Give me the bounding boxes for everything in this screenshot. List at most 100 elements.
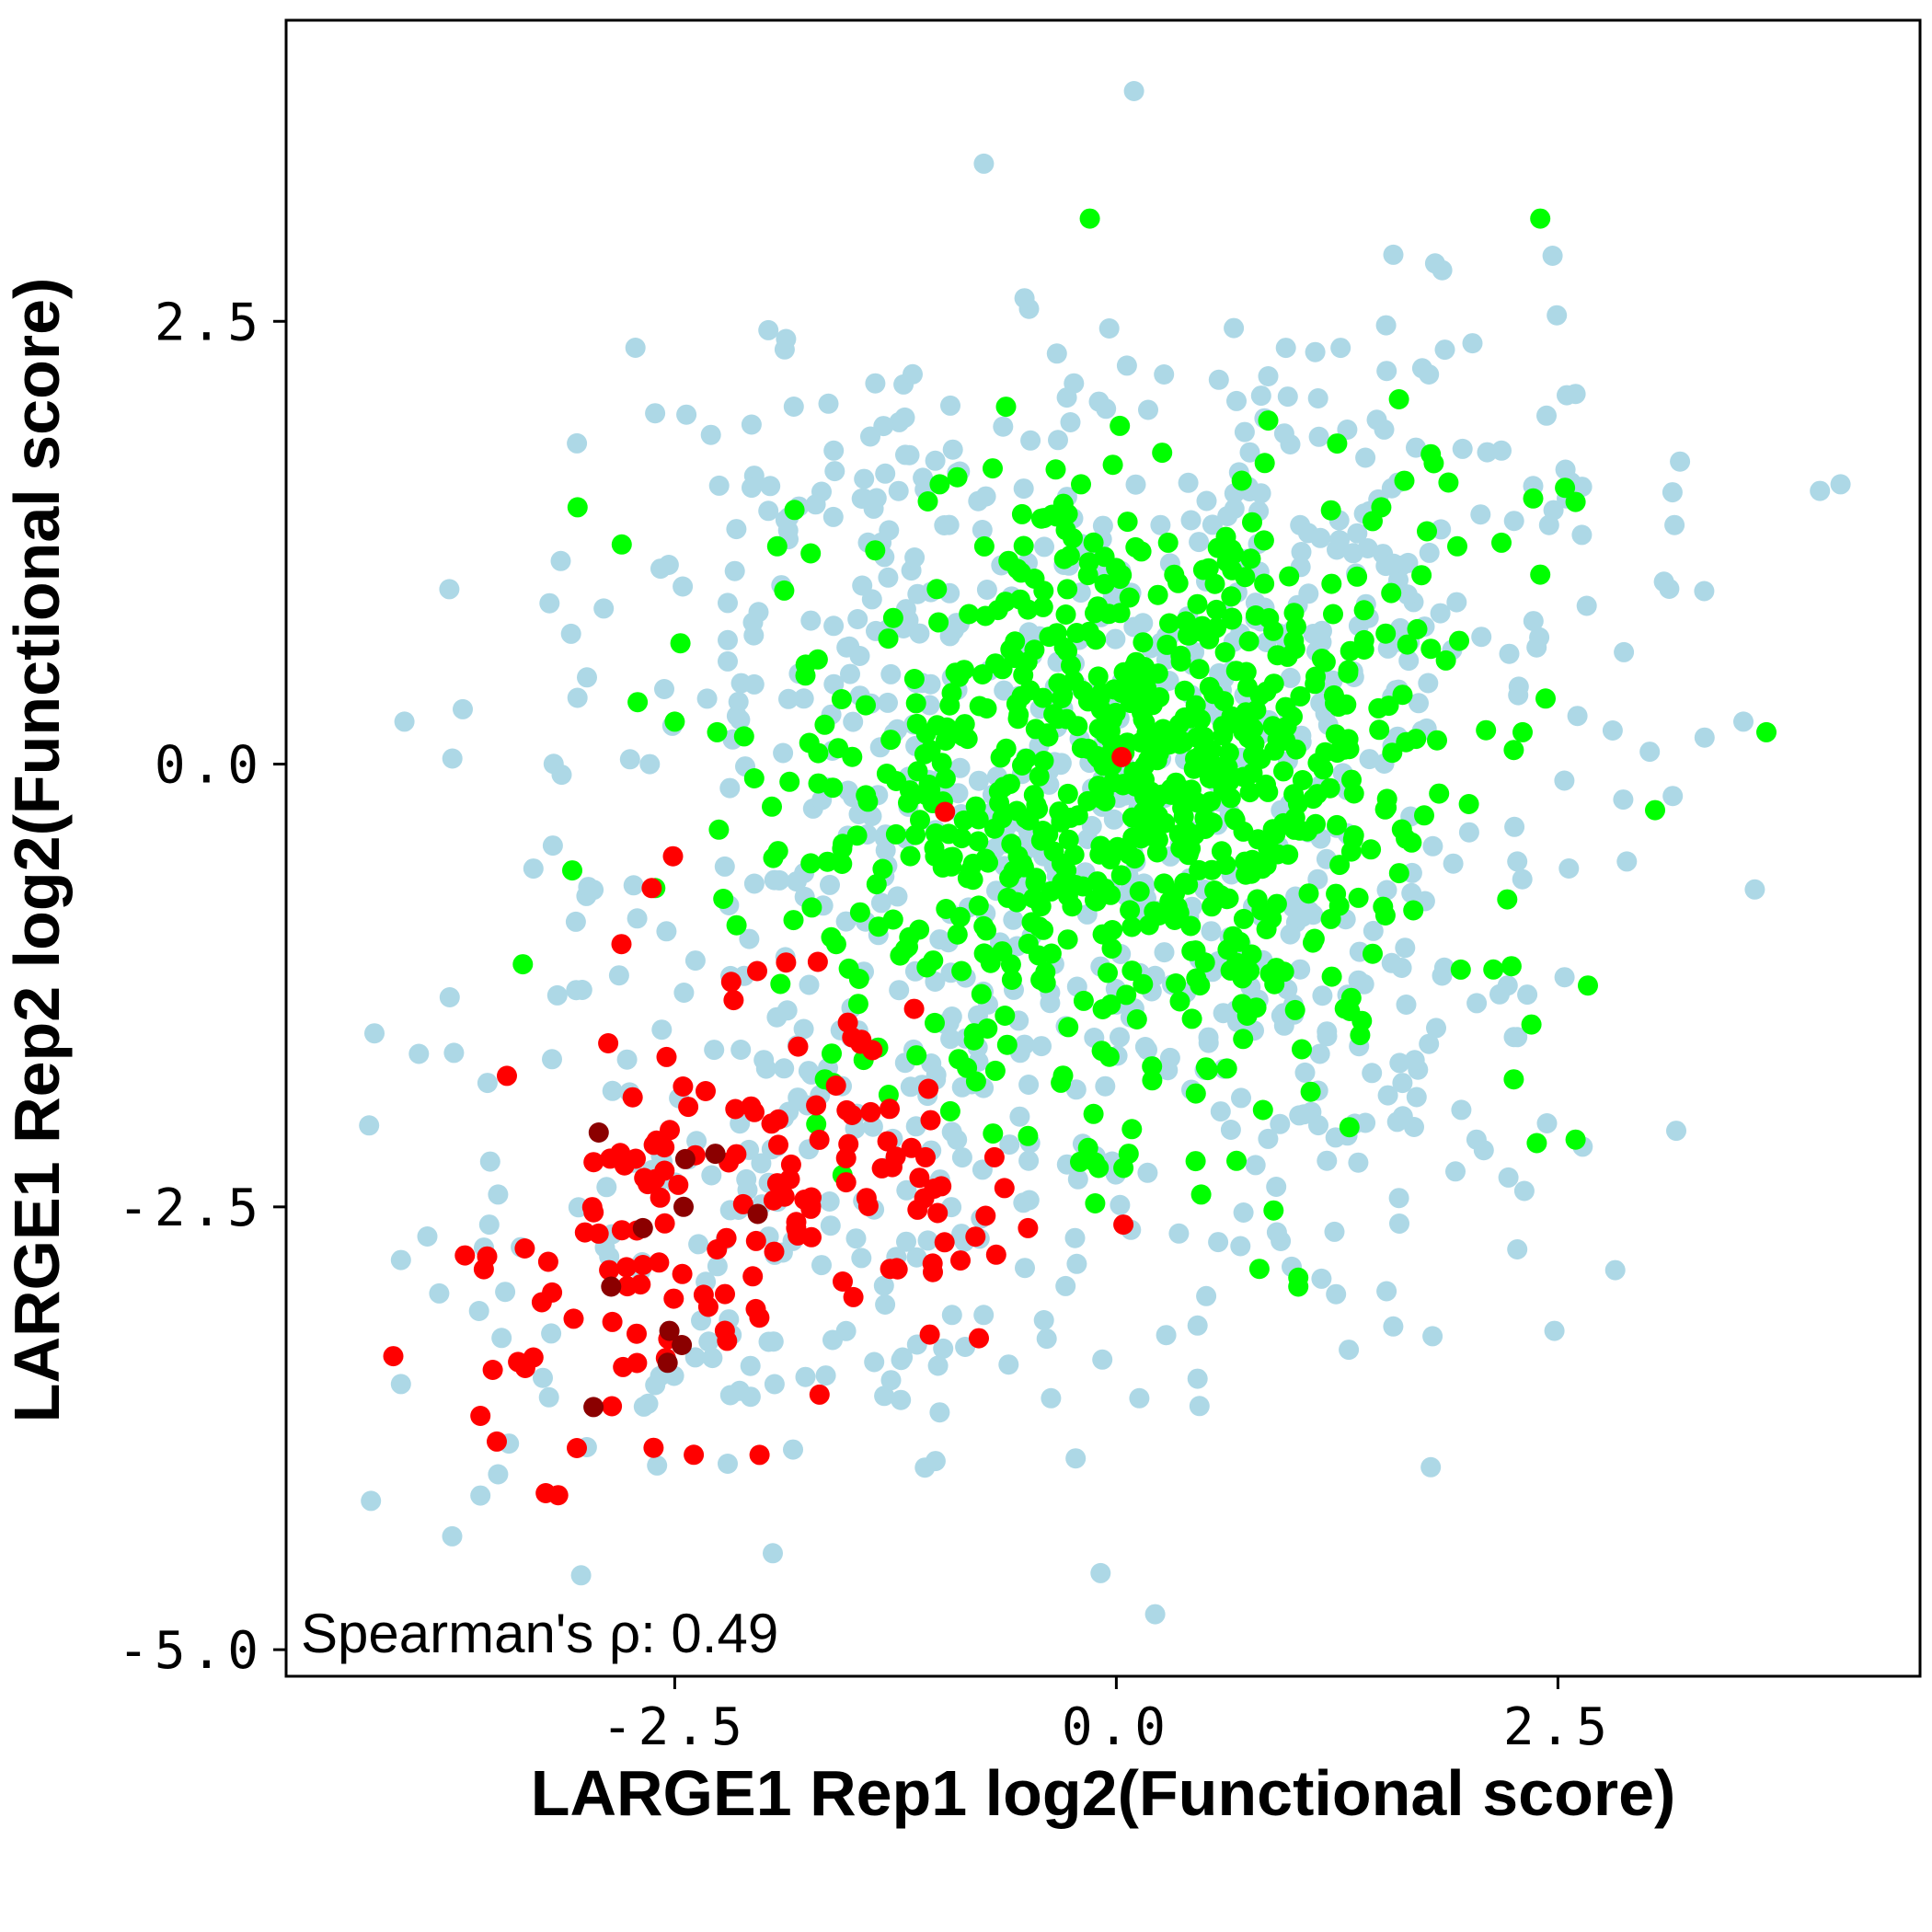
data-point-green <box>929 474 950 495</box>
data-point-light-blue <box>730 709 751 730</box>
data-point-red <box>862 1040 883 1061</box>
data-point-light-blue <box>1639 742 1661 763</box>
data-point-green <box>1226 1150 1247 1171</box>
data-point-red <box>627 1323 647 1344</box>
data-point-light-blue <box>684 1347 706 1368</box>
data-point-light-blue <box>443 1042 465 1064</box>
data-point-light-blue <box>1230 1236 1251 1257</box>
data-point-green <box>1204 573 1225 594</box>
data-point-light-blue <box>1386 1111 1408 1133</box>
data-point-green <box>975 848 996 869</box>
data-point-red <box>780 1154 801 1175</box>
data-point-light-blue <box>1363 920 1384 941</box>
data-point-green <box>1244 733 1265 754</box>
data-point-light-blue <box>1329 530 1350 551</box>
data-point-light-blue <box>1458 822 1479 843</box>
data-point-green <box>1000 639 1021 660</box>
data-point-green <box>856 695 876 716</box>
data-point-green <box>1077 1137 1098 1158</box>
data-point-green <box>1326 883 1347 904</box>
data-point-green <box>1211 841 1232 862</box>
data-point-green <box>1023 785 1044 806</box>
x-tick-label: -2.5 <box>602 1697 748 1757</box>
data-point-green <box>1110 865 1132 886</box>
data-point-light-blue <box>820 874 840 895</box>
data-point-light-blue <box>608 965 629 986</box>
data-point-red <box>535 1483 557 1503</box>
data-point-dark-red <box>588 1122 609 1143</box>
data-point-light-blue <box>1544 1320 1565 1341</box>
data-point-light-blue <box>625 338 646 358</box>
data-point-green <box>807 649 828 670</box>
data-point-green <box>1347 566 1368 587</box>
data-point-light-blue <box>925 450 946 471</box>
data-point-green <box>1353 600 1374 621</box>
data-point-light-blue <box>1220 1120 1241 1140</box>
data-point-red <box>668 1174 689 1195</box>
data-point-light-blue <box>760 476 781 497</box>
x-tick-label: 0.0 <box>1062 1697 1171 1757</box>
data-point-green <box>1125 536 1146 558</box>
data-point-green <box>1125 776 1146 797</box>
data-point-green <box>1142 1070 1163 1091</box>
data-point-light-blue <box>1159 1047 1180 1068</box>
data-point-green <box>1185 1151 1206 1172</box>
data-point-light-blue <box>824 461 845 482</box>
data-point-light-blue <box>852 575 873 596</box>
data-point-green <box>1174 872 1195 893</box>
data-point-green <box>1001 834 1022 855</box>
data-point-green <box>1374 799 1396 820</box>
data-point-light-blue <box>973 1305 995 1326</box>
data-point-green <box>1214 642 1236 662</box>
data-point-light-blue <box>442 748 463 769</box>
axes-layer: -2.5 0.0 2.5 -5.0 -2.5 0.0 2.5 <box>118 293 1607 1757</box>
data-point-red <box>656 1046 677 1067</box>
data-point-light-blue <box>892 1347 914 1368</box>
data-point-light-blue <box>976 580 997 600</box>
data-point-green <box>1339 1117 1360 1138</box>
data-point-light-blue <box>602 1080 623 1101</box>
data-point-light-blue <box>998 1354 1019 1375</box>
data-point-red <box>950 1250 971 1271</box>
data-point-red <box>482 1360 503 1380</box>
data-point-green <box>1133 801 1154 822</box>
data-point-green <box>664 711 685 732</box>
data-point-light-blue <box>1287 897 1307 918</box>
data-point-light-blue <box>904 547 926 568</box>
data-point-red <box>684 1444 705 1466</box>
data-point-green <box>925 1012 945 1033</box>
data-point-light-blue <box>1554 967 1575 988</box>
data-point-green <box>1303 788 1324 810</box>
data-point-red <box>1111 746 1133 767</box>
data-point-red <box>383 1346 404 1367</box>
data-point-red <box>531 1292 552 1313</box>
data-point-light-blue <box>1558 858 1580 879</box>
data-point-dark-red <box>705 1144 726 1165</box>
data-point-light-blue <box>1065 1448 1087 1469</box>
data-point-light-blue <box>1507 851 1528 872</box>
data-point-light-blue <box>927 1355 949 1376</box>
data-point-light-blue <box>1013 478 1034 500</box>
data-point-green <box>726 914 747 936</box>
data-point-green <box>971 983 992 1005</box>
data-point-green <box>1238 631 1259 652</box>
data-point-red <box>920 1110 941 1131</box>
data-point-light-blue <box>1187 1315 1208 1336</box>
data-point-light-blue <box>1512 868 1533 890</box>
data-point-light-blue <box>1383 1316 1404 1337</box>
data-point-light-blue <box>880 1370 902 1391</box>
data-point-green <box>1338 662 1359 684</box>
data-point-green <box>1267 645 1288 666</box>
data-point-light-blue <box>616 1049 638 1070</box>
data-point-green <box>1067 716 1088 737</box>
data-point-light-blue <box>1542 246 1563 266</box>
data-point-green <box>1129 881 1150 902</box>
data-point-green <box>865 540 886 561</box>
data-point-green <box>1001 970 1022 990</box>
data-point-green <box>1565 491 1586 512</box>
data-point-green <box>831 689 852 709</box>
data-point-green <box>1083 1103 1104 1124</box>
data-point-red <box>673 1076 694 1097</box>
data-point-green <box>1079 208 1100 229</box>
data-point-red <box>806 1095 827 1116</box>
